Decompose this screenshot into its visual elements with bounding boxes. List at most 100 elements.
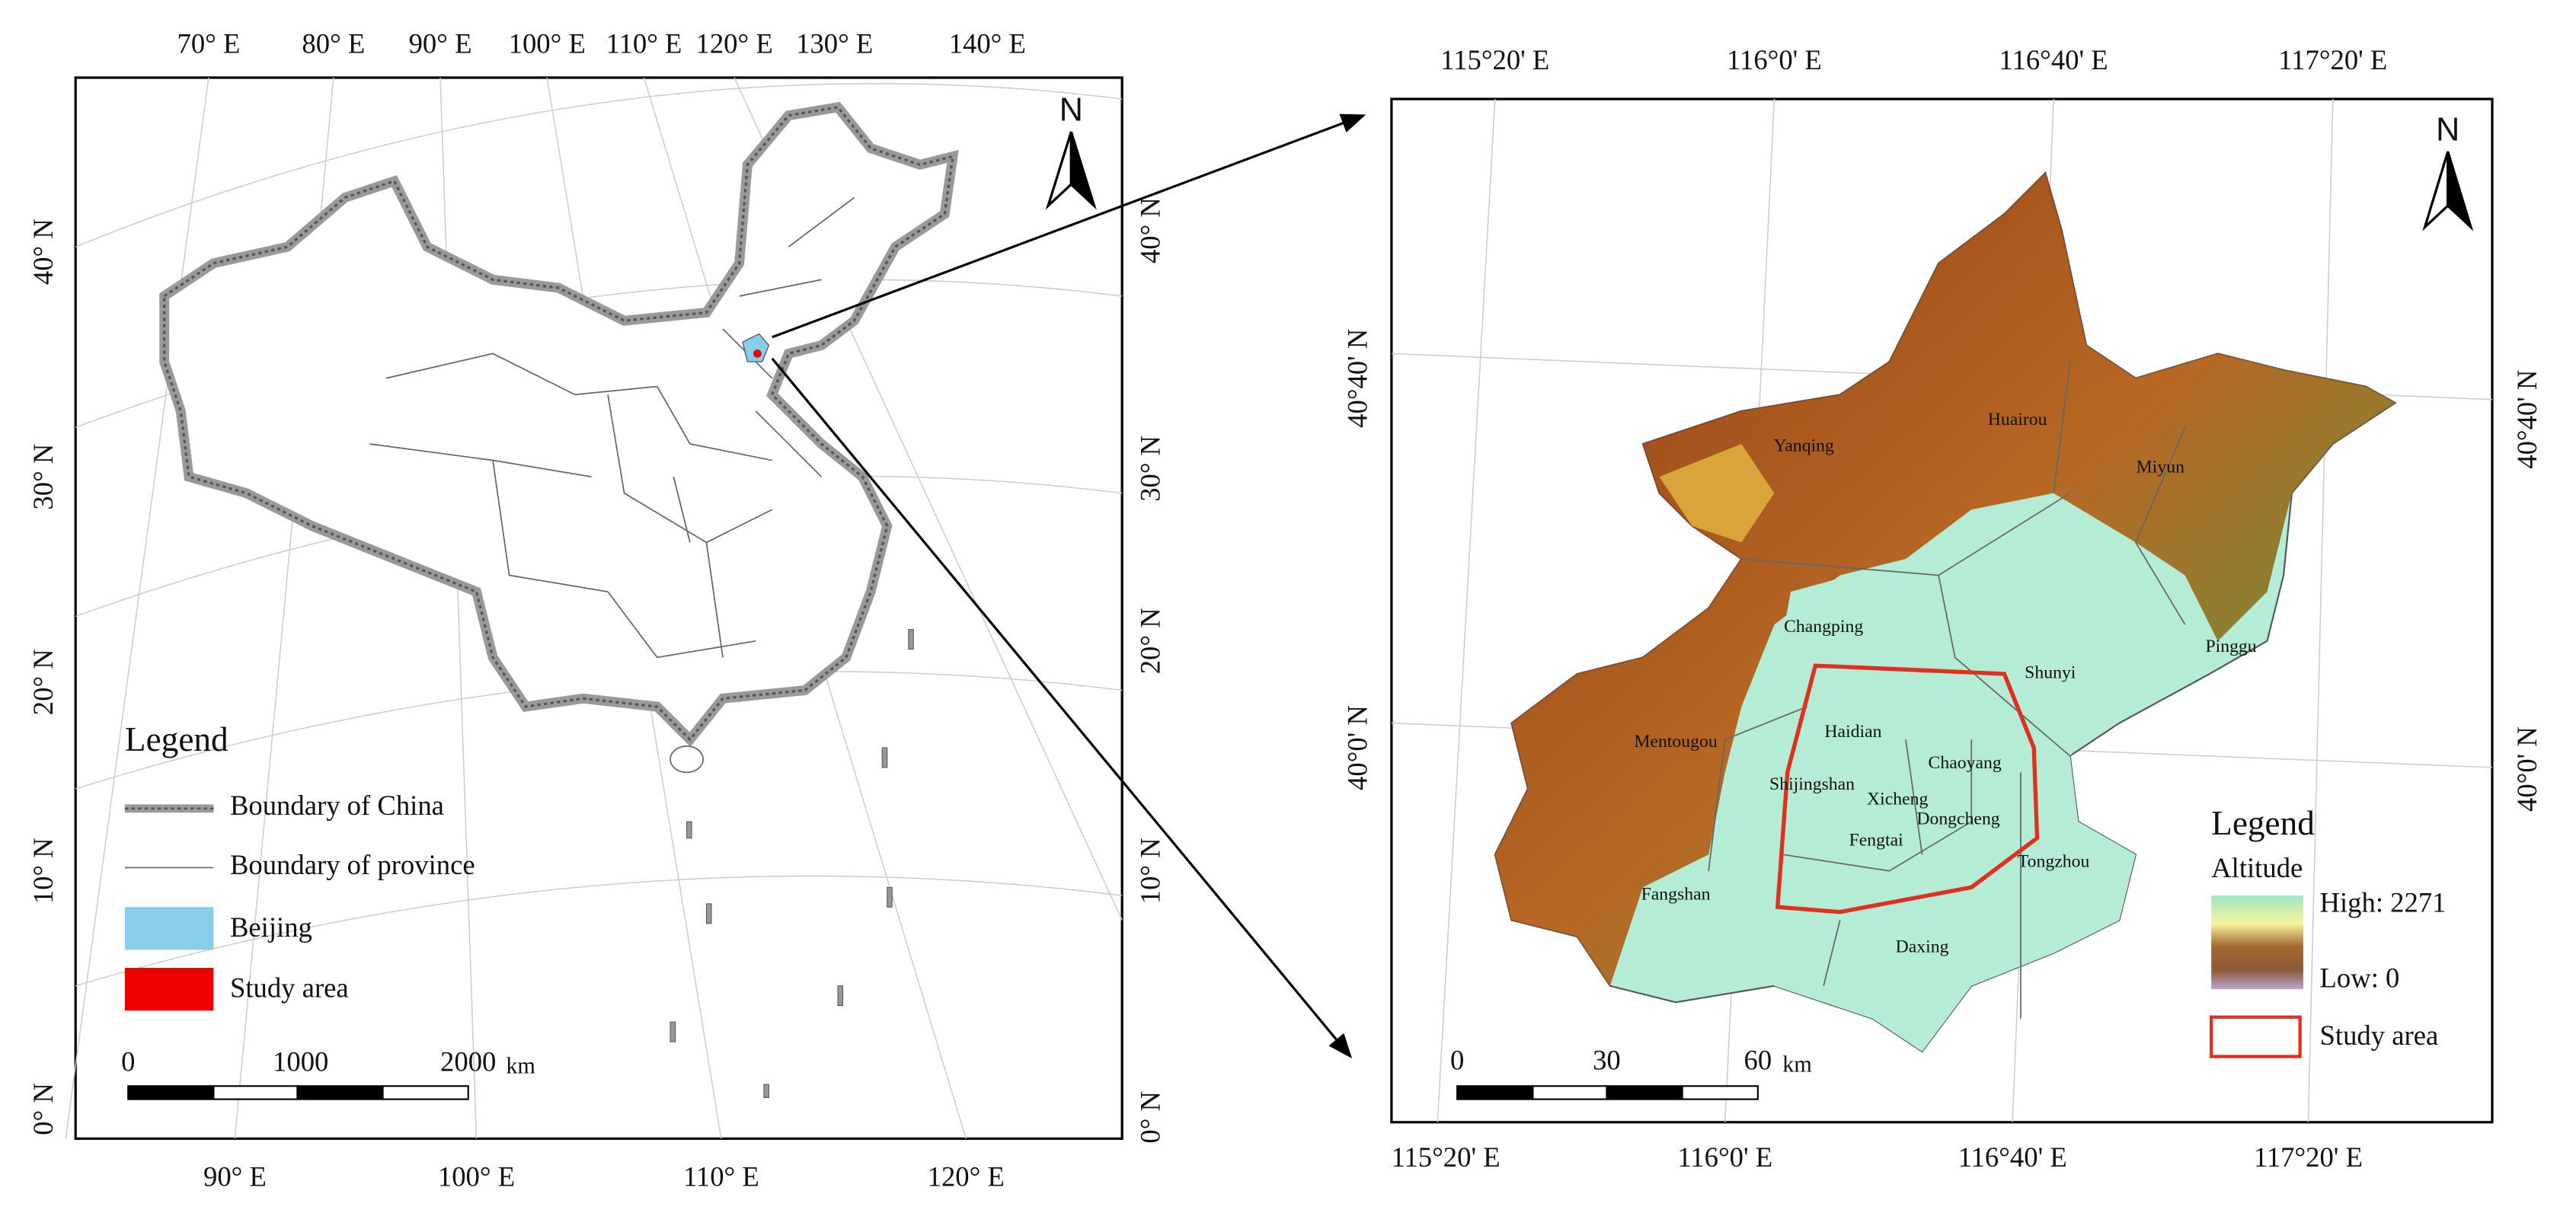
graticule (65, 77, 209, 1139)
scale-unit: km (506, 1053, 535, 1079)
island-chain (908, 629, 914, 650)
right-label: 20° N (1135, 608, 1166, 674)
legend-high: High: 2271 (2320, 886, 2447, 918)
island-chain (686, 821, 692, 839)
north-arrow (1069, 131, 1097, 210)
right-label: 40° N (1135, 197, 1166, 263)
right-label: 40°0' N (2511, 726, 2542, 812)
altitude-ramp (2211, 895, 2303, 990)
legend-subtitle: Altitude (2211, 852, 2303, 883)
district-boundary (2053, 362, 2071, 493)
district-label: Daxing (1896, 937, 1949, 957)
district-boundary (1708, 706, 1807, 871)
scale-bar (296, 1085, 384, 1100)
legend-symbol (124, 968, 214, 1011)
island-chain (887, 886, 893, 908)
graticule (1437, 98, 1496, 1122)
district-label: Miyun (2137, 458, 2184, 477)
district-label: Tongzhou (2018, 851, 2090, 871)
legend-item: Study area (2320, 1020, 2439, 1051)
scale-bar (127, 1085, 215, 1100)
scale-label: 0 (121, 1046, 135, 1077)
top-label: 80° E (302, 27, 365, 59)
bottom-label: 117°20' E (2254, 1141, 2363, 1173)
province-boundary (755, 410, 823, 477)
island-chain (670, 1021, 676, 1042)
province-boundary (739, 279, 822, 297)
district-label: Haidian (1824, 722, 1881, 742)
scale-label: 0 (1450, 1045, 1464, 1076)
district-boundary (1905, 739, 1923, 855)
province-boundary (657, 386, 772, 461)
bottom-label: 116°40' E (1958, 1141, 2067, 1173)
legend-title: Legend (2211, 804, 2315, 842)
island (670, 745, 705, 774)
district-label: Shijingshan (1769, 774, 1855, 794)
scale-bar (1532, 1085, 1609, 1100)
left-label: 0° N (27, 1083, 59, 1135)
study-area-boundary (1775, 663, 2040, 915)
province-boundary (607, 591, 756, 659)
district-label: Xicheng (1867, 789, 1928, 809)
bottom-label: 120° E (928, 1161, 1005, 1192)
island-chain (837, 985, 844, 1007)
bottom-label: 90° E (203, 1161, 267, 1192)
scale-bar (1606, 1085, 1683, 1100)
left-label: 40°0' N (1341, 705, 1373, 790)
bottom-label: 116°0' E (1677, 1141, 1772, 1173)
legend-item: Beijing (230, 911, 312, 943)
top-label: 140° E (949, 27, 1026, 59)
study-area (753, 349, 762, 358)
connector-arrow (772, 113, 1366, 339)
scale-label: 30 (1593, 1045, 1621, 1076)
island-chain (881, 747, 888, 768)
legend-title: Legend (125, 720, 229, 758)
top-label: 70° E (177, 27, 240, 59)
top-label: 120° E (696, 27, 773, 59)
graticule (75, 82, 1123, 247)
north-label: N (2436, 112, 2459, 148)
scale-bar (213, 1085, 300, 1100)
district-label: Fangshan (1641, 885, 1711, 905)
plain-terrain (1741, 509, 2185, 1052)
graticule (2307, 99, 2334, 1122)
district-boundary (1782, 821, 1972, 872)
district-boundary (1938, 575, 2071, 757)
district-label: Yanqing (1774, 436, 1834, 456)
graticule (75, 875, 1123, 987)
province-boundary (788, 196, 855, 247)
north-label: N (1059, 92, 1083, 129)
left-label: 30° N (27, 444, 59, 510)
province-boundary (385, 353, 657, 396)
legend-symbol (2210, 1015, 2302, 1058)
left-label: 40°40' N (1341, 329, 1373, 428)
district-label: Dongcheng (1916, 809, 1999, 828)
left-label: 10° N (27, 838, 59, 904)
north-arrow (2447, 151, 2474, 231)
district-label: Huairou (1988, 410, 2047, 429)
district-label: Fengtai (1849, 830, 1904, 850)
legend-item: Boundary of China (230, 790, 444, 821)
island-chain (705, 903, 712, 924)
top-label: 100° E (509, 27, 586, 59)
scale-bar (1681, 1085, 1759, 1100)
scale-bar (1456, 1085, 1534, 1100)
bottom-label: 110° E (683, 1161, 759, 1192)
legend-low: Low: 0 (2320, 962, 2400, 994)
legend-item: Boundary of province (230, 849, 475, 880)
top-label: 116°0' E (1727, 44, 1822, 75)
district-label: Changping (1784, 617, 1863, 637)
district-boundary (1823, 920, 1841, 986)
top-label: 130° E (796, 27, 873, 59)
scale-label: 1000 (273, 1046, 328, 1077)
top-label: 90° E (409, 27, 472, 59)
yanqing-basin (1659, 443, 1775, 543)
island-chain (763, 1084, 769, 1098)
top-label: 115°20' E (1440, 44, 1549, 75)
top-label: 117°20' E (2278, 44, 2387, 75)
top-label: 110° E (606, 27, 682, 59)
bottom-label: 100° E (438, 1161, 515, 1192)
district-label: Shunyi (2025, 662, 2076, 682)
district-label: Mentougou (1634, 732, 1718, 752)
